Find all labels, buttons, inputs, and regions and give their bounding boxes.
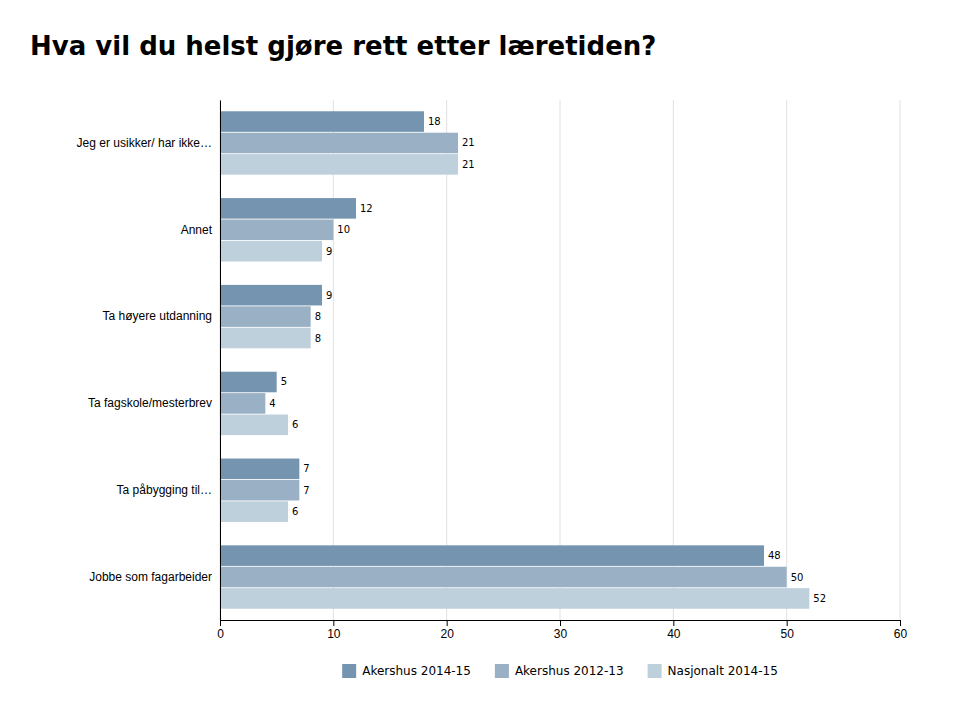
y-tick: Annet [181, 223, 220, 237]
y-tick-label: Ta høyere utdanning [103, 309, 212, 323]
grid-line [673, 100, 674, 620]
data-label: 6 [292, 506, 298, 517]
data-labels: 18129574821108475021986652 [269, 116, 826, 604]
bar [220, 501, 288, 522]
legend-item: Akershus 2014-15 [342, 664, 471, 678]
bar [220, 285, 322, 306]
bar [220, 198, 356, 219]
y-tick: Jeg er usikker/ har ikke… [77, 136, 220, 150]
data-label: 9 [326, 290, 332, 301]
legend-label: Akershus 2012-13 [515, 664, 624, 678]
grid-line [786, 100, 787, 620]
bar [220, 220, 333, 241]
data-label: 12 [360, 203, 373, 214]
data-label: 4 [269, 398, 275, 409]
x-tick-label: 0 [217, 627, 224, 641]
x-tick-mark [560, 620, 561, 626]
legend-swatch [495, 664, 509, 678]
bar [220, 154, 458, 175]
data-label: 9 [326, 246, 332, 257]
x-tick-mark [900, 620, 901, 626]
data-label: 10 [337, 224, 350, 235]
y-tick-label: Annet [181, 223, 213, 237]
x-tick: 0 [217, 620, 224, 641]
data-label: 8 [315, 333, 321, 344]
x-tick: 20 [440, 620, 454, 641]
x-tick-mark [673, 620, 674, 626]
data-label: 8 [315, 311, 321, 322]
bar [220, 415, 288, 436]
data-label: 7 [303, 485, 309, 496]
x-tick-label: 40 [667, 627, 681, 641]
grid-line [446, 100, 447, 620]
legend-swatch [342, 664, 356, 678]
bar [220, 459, 299, 480]
x-tick-label: 50 [780, 627, 794, 641]
bar [220, 241, 322, 262]
legend-label: Akershus 2014-15 [362, 664, 471, 678]
legend-item: Nasjonalt 2014-15 [648, 664, 778, 678]
legend: Akershus 2014-15 Akershus 2012-13 Nasjonal… [342, 664, 778, 678]
chart: Hva vil du helst gjøre rett etter læreti… [0, 0, 960, 710]
x-tick-label: 20 [440, 627, 454, 641]
data-label: 5 [281, 376, 287, 387]
x-tick: 10 [327, 620, 341, 641]
bar [220, 545, 764, 566]
y-axis: Jeg er usikker/ har ikke… Annet Ta høyere … [77, 101, 221, 621]
x-tick: 30 [554, 620, 568, 641]
x-tick: 40 [667, 620, 681, 641]
bar [220, 480, 299, 501]
y-tick: Ta påbygging til… [117, 483, 220, 497]
y-axis-line [220, 101, 221, 621]
x-axis: 0 10 20 30 40 50 60 [217, 620, 907, 641]
grid-line [560, 100, 561, 620]
x-tick-label: 10 [327, 627, 341, 641]
bar [220, 567, 787, 588]
x-tick-mark [787, 620, 788, 626]
grid [220, 100, 900, 620]
data-label: 7 [303, 463, 309, 474]
title: Hva vil du helst gjøre rett etter læreti… [30, 31, 656, 61]
bar [220, 328, 311, 349]
data-label: 18 [428, 116, 441, 127]
legend-item: Akershus 2012-13 [495, 664, 624, 678]
legend-label: Nasjonalt 2014-15 [668, 664, 778, 678]
bar [220, 306, 311, 327]
legend-swatch [648, 664, 662, 678]
x-tick-label: 30 [554, 627, 568, 641]
x-tick-mark [220, 620, 221, 626]
x-tick-mark [447, 620, 448, 626]
y-tick-label: Jeg er usikker/ har ikke… [77, 136, 212, 150]
y-tick-label: Ta påbygging til… [117, 483, 212, 497]
x-tick: 60 [894, 620, 908, 641]
bar [220, 588, 809, 609]
x-tick-mark [333, 620, 334, 626]
y-tick-label: Jobbe som fagarbeider [89, 570, 212, 584]
x-tick-label: 60 [894, 627, 908, 641]
data-label: 48 [768, 550, 781, 561]
y-tick: Ta høyere utdanning [103, 309, 220, 323]
grid-line [333, 100, 334, 620]
data-label: 21 [462, 137, 475, 148]
grid-line [900, 100, 901, 620]
x-axis-line [221, 621, 901, 627]
grid-line [220, 100, 221, 620]
y-tick: Ta fagskole/mesterbrev [88, 396, 220, 410]
y-tick-label: Ta fagskole/mesterbrev [88, 396, 212, 410]
bar [220, 393, 265, 414]
bar [220, 111, 424, 132]
plot: 0 10 20 30 40 50 60 Jeg er usikker/ har ikke… An… [77, 100, 908, 641]
y-tick: Jobbe som fagarbeider [89, 570, 220, 584]
bar [220, 133, 458, 154]
data-label: 52 [813, 593, 826, 604]
bars [220, 111, 809, 608]
data-label: 6 [292, 419, 298, 430]
data-label: 50 [791, 572, 804, 583]
x-tick: 50 [780, 620, 794, 641]
data-label: 21 [462, 159, 475, 170]
bar [220, 372, 277, 393]
